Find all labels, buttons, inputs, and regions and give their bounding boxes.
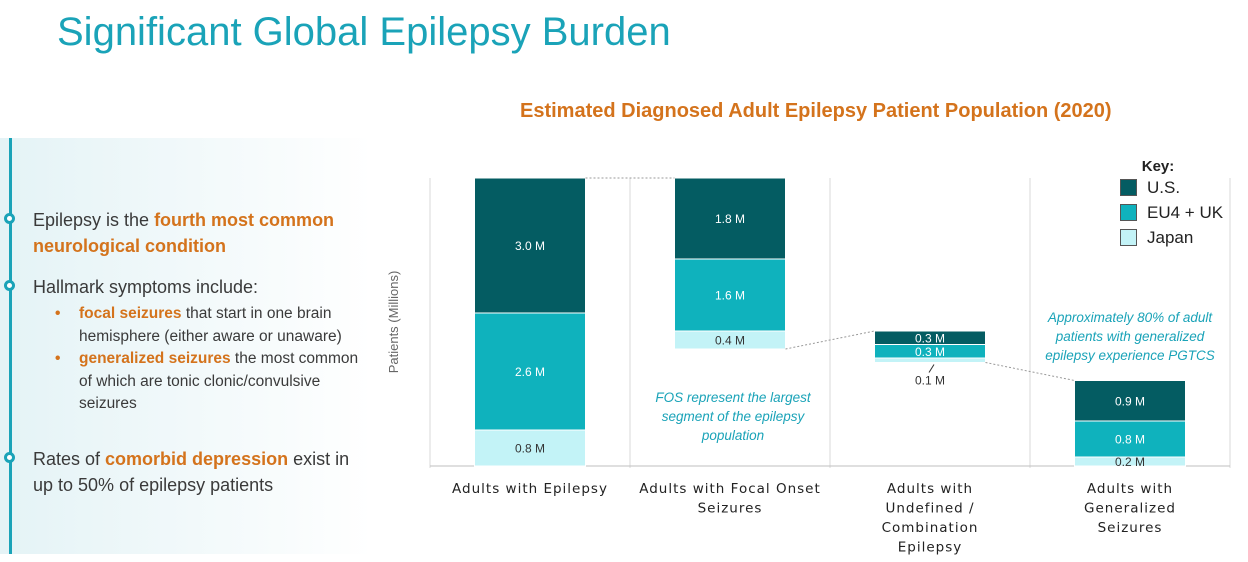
data-label: 0.8 M bbox=[515, 442, 545, 456]
bar-segment bbox=[474, 312, 586, 431]
bar-segment bbox=[474, 429, 586, 467]
point3-highlight: comorbid depression bbox=[105, 449, 289, 469]
x-tick-label: Adults with bbox=[887, 481, 973, 497]
legend-swatch bbox=[1120, 179, 1137, 196]
legend-label: EU4 + UK bbox=[1147, 202, 1224, 222]
bullet-icon: • bbox=[55, 305, 61, 322]
legend-swatch bbox=[1120, 204, 1137, 221]
point-hallmark-symptoms: Hallmark symptoms include: bbox=[33, 277, 259, 297]
chart-title: Estimated Diagnosed Adult Epilepsy Patie… bbox=[520, 100, 1112, 122]
x-tick-label: Epilepsy bbox=[898, 540, 963, 556]
bar-segment bbox=[474, 177, 586, 314]
connector-line bbox=[785, 330, 875, 350]
timeline-dot bbox=[4, 452, 15, 463]
timeline-dot bbox=[4, 280, 15, 291]
list-item: • generalized seizures the most common of… bbox=[55, 348, 365, 416]
data-label: 1.6 M bbox=[715, 289, 745, 303]
point1-prefix: Epilepsy is the bbox=[33, 210, 155, 230]
sub-item-highlight: generalized seizures bbox=[79, 350, 231, 367]
y-axis-label: Patients (Millions) bbox=[386, 271, 401, 374]
data-label: 0.2 M bbox=[1115, 455, 1145, 469]
x-tick-label: Adults with Focal Onset bbox=[639, 481, 821, 497]
legend-item: Japan bbox=[1120, 225, 1223, 250]
x-tick-label: Generalized bbox=[1084, 501, 1176, 517]
data-label: 0.1 M bbox=[915, 374, 945, 388]
data-label: 0.9 M bbox=[1115, 394, 1145, 408]
legend-label: Japan bbox=[1147, 227, 1194, 247]
bar-segment bbox=[874, 330, 986, 345]
data-label: 0.3 M bbox=[915, 345, 945, 359]
page-title: Significant Global Epilepsy Burden bbox=[57, 10, 671, 54]
pgtcs-annotation: Approximately 80% of adult patients with… bbox=[1045, 310, 1215, 363]
point-fourth-most-common: Epilepsy is the fourth most common neuro… bbox=[33, 207, 368, 259]
legend-title: Key: bbox=[1141, 158, 1175, 175]
x-tick-label: Undefined / bbox=[885, 501, 974, 517]
data-label: 1.8 M bbox=[715, 212, 745, 226]
data-label: 3.0 M bbox=[515, 239, 545, 253]
sub-item-highlight: focal seizures bbox=[79, 305, 182, 322]
list-item: • focal seizures that start in one brain … bbox=[55, 303, 365, 348]
left-panel bbox=[0, 138, 372, 554]
bullet-icon: • bbox=[55, 350, 61, 367]
point-comorbid-depression: Rates of comorbid depression exist in up… bbox=[33, 446, 368, 498]
data-label: 0.4 M bbox=[715, 334, 745, 348]
data-label: 2.6 M bbox=[515, 365, 545, 379]
x-tick-label: Seizures bbox=[1098, 520, 1163, 536]
x-tick-label: Adults with Epilepsy bbox=[452, 481, 608, 497]
x-tick-label: Adults with bbox=[1087, 481, 1173, 497]
point3-suffix: exist in up to 50% of epilepsy patients bbox=[33, 449, 350, 495]
symptom-list: • focal seizures that start in one brain … bbox=[55, 303, 365, 416]
point3-prefix: Rates of bbox=[33, 449, 106, 469]
sub-item-text: the most common of which are tonic cloni… bbox=[79, 350, 359, 412]
legend-label: U.S. bbox=[1147, 177, 1181, 197]
data-label-leader bbox=[928, 364, 935, 373]
point1-highlight: fourth most common neurological conditio… bbox=[33, 210, 335, 256]
connector-line bbox=[985, 362, 1075, 381]
data-label: 0.3 M bbox=[915, 331, 945, 345]
sub-item-text: that start in one brain hemisphere (eith… bbox=[79, 305, 342, 345]
bar-segment bbox=[1074, 380, 1186, 422]
x-tick-label: Seizures bbox=[698, 501, 763, 517]
bar-segment bbox=[674, 258, 786, 332]
timeline-line bbox=[9, 138, 12, 554]
fos-annotation: FOS represent the largest segment of the… bbox=[655, 390, 811, 443]
legend-swatch bbox=[1120, 229, 1137, 246]
x-tick-label: Combination bbox=[882, 520, 979, 536]
data-label: 0.8 M bbox=[1115, 433, 1145, 447]
legend-item: EU4 + UK bbox=[1120, 200, 1223, 225]
legend-item: U.S. bbox=[1120, 175, 1223, 200]
bar-segment bbox=[1074, 420, 1186, 458]
timeline-dot bbox=[4, 213, 15, 224]
chart-legend: Key: U.S. EU4 + UK Japan bbox=[1120, 158, 1223, 250]
bar-segment bbox=[674, 177, 786, 260]
